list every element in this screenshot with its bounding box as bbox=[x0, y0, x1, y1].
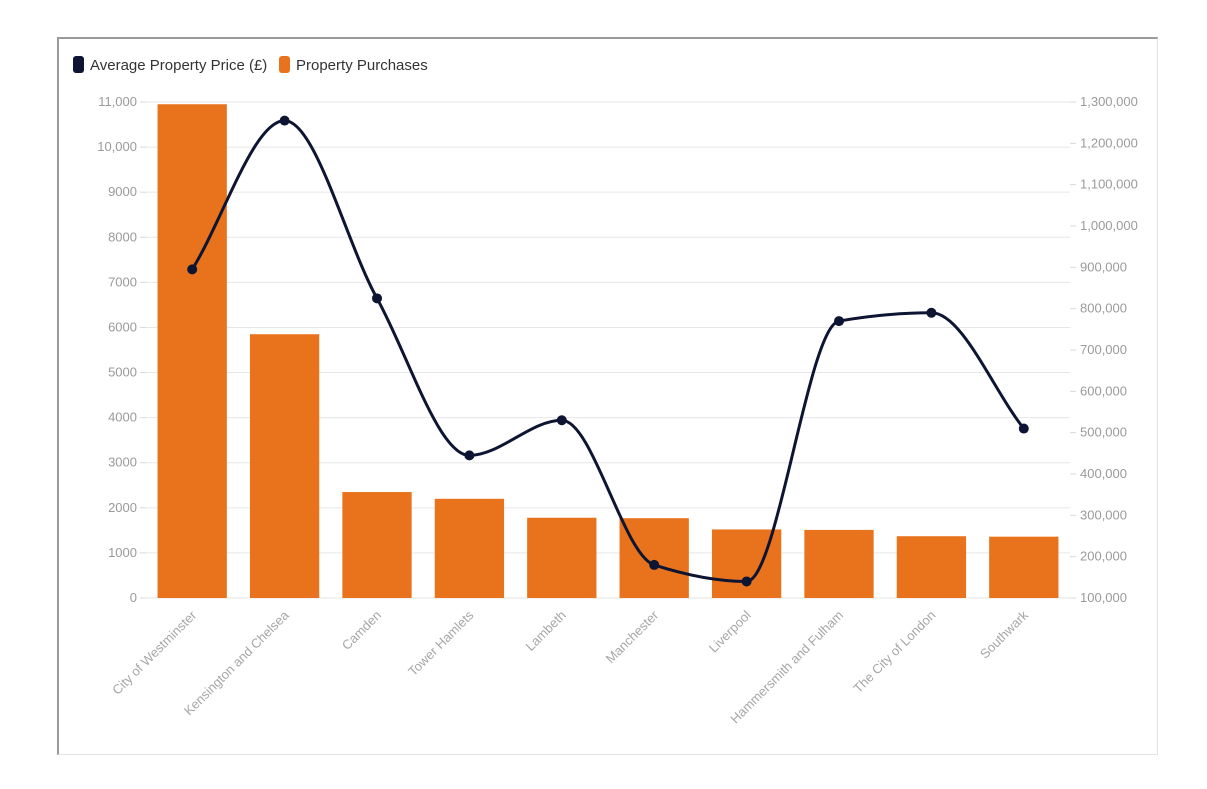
x-category-label: Manchester bbox=[603, 607, 662, 666]
bar[interactable] bbox=[619, 518, 689, 598]
line-series bbox=[190, 119, 1025, 583]
x-category-label: City of Westminster bbox=[109, 607, 200, 698]
x-category-label: Lambeth bbox=[523, 608, 569, 654]
y-right-tick-label: 1,100,000 bbox=[1080, 177, 1138, 192]
y-right-tick-label: 700,000 bbox=[1080, 342, 1127, 357]
price-line bbox=[190, 119, 1025, 583]
y-left-tick-label: 1000 bbox=[108, 545, 137, 560]
y-left-tick-label: 3000 bbox=[108, 455, 137, 470]
bars bbox=[157, 104, 1059, 598]
y-left-tick-label: 10,000 bbox=[97, 139, 137, 154]
bar[interactable] bbox=[989, 536, 1059, 598]
y-right-tick-label: 800,000 bbox=[1080, 301, 1127, 316]
price-point[interactable] bbox=[926, 307, 937, 318]
bar[interactable] bbox=[249, 334, 320, 598]
y-left-tick-label: 5000 bbox=[108, 365, 137, 380]
price-point[interactable] bbox=[1018, 423, 1029, 434]
price-point[interactable] bbox=[741, 576, 752, 587]
y-right-tick-label: 1,300,000 bbox=[1080, 94, 1138, 109]
y-axis-right: 100,000 200,000 300,000 400,000 500,000 600,0… bbox=[1070, 94, 1138, 605]
price-point[interactable] bbox=[187, 264, 198, 275]
legend-item-price[interactable]: Average Property Price (£) bbox=[73, 56, 267, 74]
bar[interactable] bbox=[527, 517, 597, 598]
legend-item-purchases[interactable]: Property Purchases bbox=[279, 56, 428, 74]
price-point[interactable] bbox=[649, 559, 660, 570]
y-right-tick-label: 400,000 bbox=[1080, 466, 1127, 481]
y-left-tick-label: 2000 bbox=[108, 500, 137, 515]
x-category-label: The City of London bbox=[850, 608, 938, 696]
y-right-tick-label: 1,000,000 bbox=[1080, 218, 1138, 233]
bar[interactable] bbox=[896, 536, 967, 598]
price-point[interactable] bbox=[372, 293, 382, 304]
combo-chart: 0 1000 2000 3000 4000 5000 6000 7000 8000 9000 10,… bbox=[73, 56, 1138, 726]
bar[interactable] bbox=[804, 529, 874, 598]
price-point[interactable] bbox=[279, 115, 290, 126]
line-points bbox=[187, 115, 1029, 587]
legend-label-price: Average Property Price (£) bbox=[90, 57, 267, 74]
x-category-label: Camden bbox=[339, 608, 384, 653]
y-left-tick-label: 9000 bbox=[108, 184, 137, 199]
bar[interactable] bbox=[434, 498, 505, 598]
y-left-tick-label: 7000 bbox=[108, 274, 137, 289]
y-right-tick-label: 600,000 bbox=[1080, 383, 1127, 398]
y-right-tick-label: 100,000 bbox=[1080, 590, 1127, 605]
price-point[interactable] bbox=[556, 415, 567, 426]
y-left-tick-label: 4000 bbox=[108, 410, 137, 425]
x-category-label: Southwark bbox=[977, 607, 1031, 661]
y-left-tick-label: 11,000 bbox=[98, 94, 137, 109]
bar[interactable] bbox=[342, 492, 412, 598]
bar[interactable] bbox=[157, 104, 227, 598]
y-right-tick-label: 300,000 bbox=[1080, 507, 1127, 522]
x-category-label: Liverpool bbox=[706, 607, 754, 655]
y-right-tick-label: 1,200,000 bbox=[1080, 135, 1138, 150]
y-right-tick-label: 900,000 bbox=[1080, 259, 1127, 274]
y-left-tick-label: 8000 bbox=[108, 229, 137, 244]
y-axis-left: 0 1000 2000 3000 4000 5000 6000 7000 8000 9000 10,… bbox=[97, 94, 146, 605]
x-category-label: Kensington and Chelsea bbox=[181, 607, 292, 718]
price-point[interactable] bbox=[464, 450, 475, 461]
y-left-tick-label: 6000 bbox=[108, 319, 137, 334]
legend-swatch-purchases bbox=[279, 56, 290, 73]
price-point[interactable] bbox=[834, 316, 844, 327]
legend-label-purchases: Property Purchases bbox=[296, 57, 428, 74]
x-category-label: Tower Hamlets bbox=[405, 607, 477, 679]
chart-card: 0 1000 2000 3000 4000 5000 6000 7000 8000 9000 10,… bbox=[57, 37, 1158, 755]
y-right-tick-label: 500,000 bbox=[1080, 425, 1127, 440]
y-right-tick-label: 200,000 bbox=[1080, 549, 1127, 564]
legend: Average Property Price (£) Property Purc… bbox=[73, 56, 428, 74]
y-left-tick-label: 0 bbox=[130, 590, 137, 605]
legend-swatch-price bbox=[73, 56, 84, 73]
